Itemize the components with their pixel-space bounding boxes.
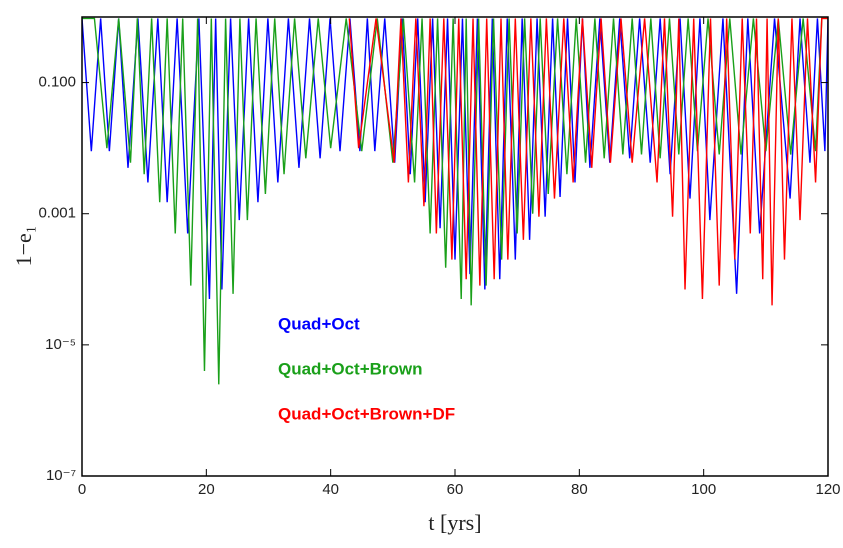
x-tick-label: 0 <box>78 481 86 498</box>
x-axis-label: t [yrs] <box>428 510 481 535</box>
x-tick-label: 40 <box>322 481 339 498</box>
y-tick-label: 0.100 <box>38 74 76 91</box>
legend-entry: Quad+Oct+Brown <box>278 359 423 378</box>
y-tick-label: 0.001 <box>38 205 76 222</box>
x-tick-label: 100 <box>691 481 716 498</box>
y-tick-label: 10⁻⁷ <box>46 467 76 484</box>
x-tick-label: 120 <box>815 481 840 498</box>
x-tick-label: 20 <box>198 481 215 498</box>
data-line <box>348 17 828 306</box>
legend-entry: Quad+Oct <box>278 314 360 333</box>
y-axis-label: 1−e₁ <box>11 226 36 267</box>
legend-entry: Quad+Oct+Brown+DF <box>278 404 455 423</box>
data-line <box>82 17 828 385</box>
x-tick-label: 80 <box>571 481 588 498</box>
x-tick-label: 60 <box>447 481 464 498</box>
y-tick-label: 10⁻⁵ <box>45 336 76 353</box>
